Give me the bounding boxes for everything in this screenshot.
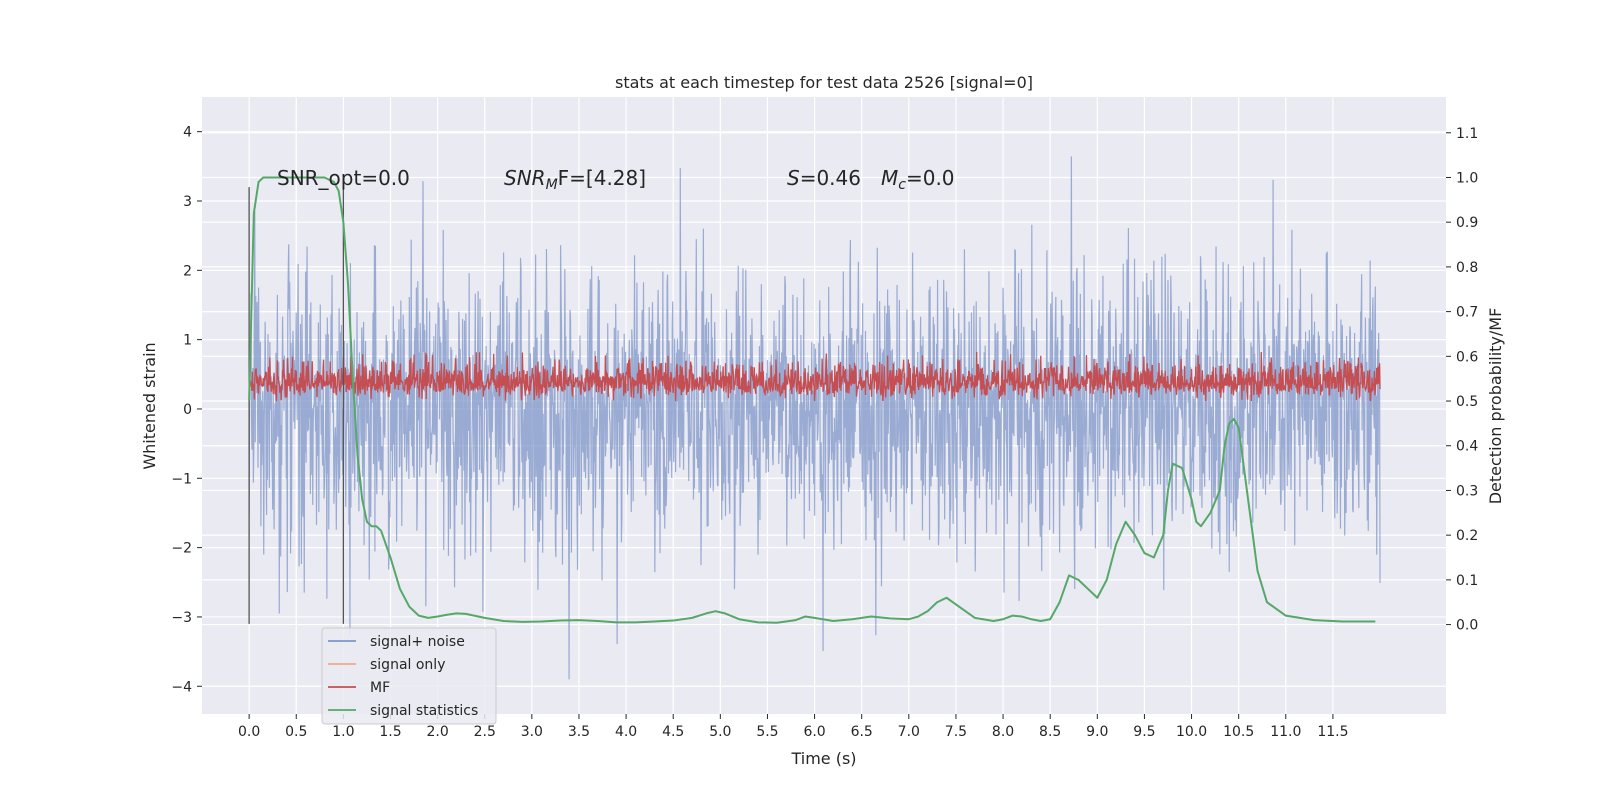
left-y-tick-label: 4: [183, 125, 192, 141]
x-tick-label: 7.0: [898, 724, 920, 740]
annotation-mc-symbol: M: [881, 166, 898, 190]
left-y-tick-label: 2: [183, 263, 192, 279]
x-tick-label: 6.0: [803, 724, 825, 740]
chart-title: stats at each timestep for test data 252…: [615, 73, 1033, 92]
annotation-snr-opt: SNR_opt=0.0: [277, 166, 410, 190]
annotation-snr-mf-value: F=[4.28]: [558, 166, 646, 190]
annotation-mc-value: =0.0: [906, 166, 955, 190]
legend-label-signal-noise: signal+ noise: [370, 634, 465, 650]
right-y-tick-label: 1.0: [1456, 170, 1478, 186]
legend: signal+ noise signal only MF signal stat…: [321, 627, 497, 725]
x-tick-label: 0.0: [238, 724, 260, 740]
x-tick-label: 9.5: [1133, 724, 1155, 740]
annotation-snr-mf-subscript: M: [546, 177, 558, 193]
right-y-tick-label: 0.9: [1456, 215, 1478, 231]
left-y-tick-label: −4: [171, 679, 192, 695]
annotation-s-value: =0.46: [800, 166, 861, 190]
signal-noise-series: [248, 156, 1381, 680]
x-tick-label: 10.5: [1223, 724, 1254, 740]
left-y-tick-label: 3: [183, 194, 192, 210]
right-y-tick-label: 1.1: [1456, 126, 1478, 142]
x-axis-label: Time (s): [790, 749, 856, 768]
left-y-tick-label: −3: [171, 610, 192, 626]
right-y-tick-label: 0.5: [1456, 394, 1478, 410]
left-y-tick-label: −2: [171, 541, 192, 557]
x-tick-label: 2.5: [474, 724, 496, 740]
x-tick-label: 5.5: [756, 724, 778, 740]
x-tick-label: 0.5: [285, 724, 307, 740]
x-tick-label: 10.0: [1176, 724, 1207, 740]
x-tick-label: 1.0: [332, 724, 354, 740]
annotation-s: S=0.46: [787, 166, 861, 190]
x-tick-label: 4.0: [615, 724, 637, 740]
legend-label-signal-only: signal only: [370, 657, 445, 673]
x-tick-label: 1.5: [379, 724, 401, 740]
signal-noise-line: [248, 156, 1381, 680]
right-y-tick-label: 0.2: [1456, 528, 1478, 544]
legend-label-mf: MF: [370, 680, 390, 696]
left-y-axis-ticks: 4 3 2 1 0 −1 −2 −3 −4: [171, 125, 202, 695]
x-tick-label: 6.5: [851, 724, 873, 740]
right-y-tick-label: 0.6: [1456, 349, 1478, 365]
annotation-mc: Mc=0.0: [881, 166, 955, 193]
left-y-axis-label: Whitened strain: [140, 342, 159, 469]
x-tick-label: 9.0: [1086, 724, 1108, 740]
right-y-axis-label: Detection probability/MF: [1486, 308, 1505, 505]
x-tick-label: 2.0: [426, 724, 448, 740]
left-y-tick-label: −1: [171, 471, 192, 487]
x-tick-label: 3.5: [568, 724, 590, 740]
x-tick-label: 3.0: [521, 724, 543, 740]
right-y-tick-label: 0.0: [1456, 618, 1478, 634]
right-y-tick-label: 0.4: [1456, 439, 1478, 455]
x-tick-label: 11.0: [1270, 724, 1301, 740]
x-tick-label: 7.5: [945, 724, 967, 740]
x-tick-label: 8.5: [1039, 724, 1061, 740]
right-y-tick-label: 0.3: [1456, 483, 1478, 499]
annotation-s-symbol: S: [787, 166, 800, 190]
annotation-snr-mf: SNRMF=[4.28]: [504, 166, 646, 193]
annotation-snr-mf-symbol: SNR: [504, 166, 546, 190]
right-y-tick-label: 0.7: [1456, 305, 1478, 321]
x-axis-ticks: 0.0 0.5 1.0 1.5 2.0 2.5 3.0 3.5 4.0 4.5 5.0 5.5 6.0 6…: [238, 714, 1348, 740]
legend-label-signal-statistics: signal statistics: [370, 703, 478, 719]
x-tick-label: 5.0: [709, 724, 731, 740]
signal-statistics-series: [248, 176, 1376, 624]
mf-line: [248, 351, 1381, 402]
x-tick-label: 8.0: [992, 724, 1014, 740]
x-tick-label: 11.5: [1317, 724, 1348, 740]
mf-series: [248, 351, 1381, 402]
left-y-tick-label: 1: [183, 333, 192, 349]
annotation-mc-subscript: c: [898, 177, 906, 193]
signal-statistics-line: [248, 176, 1376, 624]
right-y-axis-ticks: 1.1 1.0 0.9 0.8 0.7 0.6 0.5 0.4 0.3 0.2 0.1 0.0: [1446, 126, 1478, 634]
right-y-tick-label: 0.8: [1456, 260, 1478, 276]
left-y-tick-label: 0: [183, 402, 192, 418]
right-y-tick-label: 0.1: [1456, 573, 1478, 589]
legend-box: [321, 627, 497, 725]
marker-vertical-lines: [248, 187, 345, 624]
x-tick-label: 4.5: [662, 724, 684, 740]
